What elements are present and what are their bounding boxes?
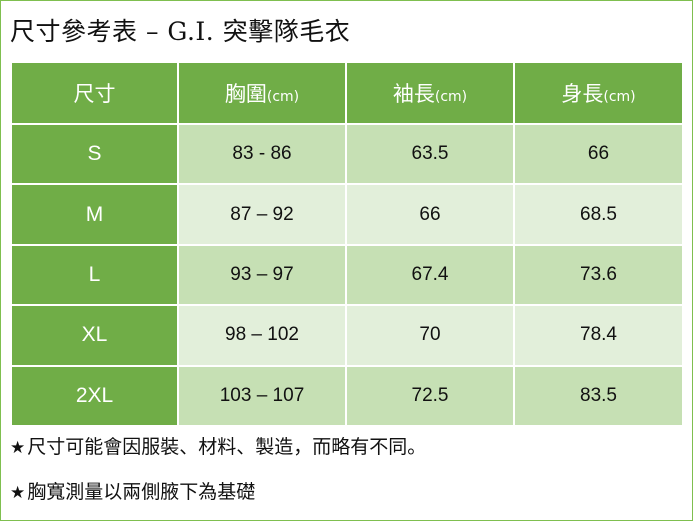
header-body-length: 身長(cm) bbox=[513, 61, 684, 125]
sleeve-cell: 66 bbox=[345, 183, 515, 246]
note-text: 胸寬測量以兩側腋下為基礎 bbox=[27, 481, 256, 503]
sleeve-cell: 67.4 bbox=[345, 243, 515, 307]
body-length-cell: 66 bbox=[513, 122, 684, 186]
chest-cell: 83 - 86 bbox=[177, 122, 347, 186]
header-unit: (cm) bbox=[603, 89, 636, 105]
table-header-row: 尺寸 胸圍(cm) 袖長(cm) 身長(cm) bbox=[10, 61, 684, 125]
header-chest: 胸圍(cm) bbox=[177, 61, 347, 125]
size-cell: M bbox=[10, 183, 179, 246]
header-unit: (cm) bbox=[266, 89, 300, 105]
table-row: L 93 – 97 67.4 73.6 bbox=[10, 243, 684, 307]
chest-cell: 103 – 107 bbox=[177, 364, 347, 428]
note-sizing-variance: ★ 尺寸可能會因服裝、材料、製造，而略有不同。 bbox=[10, 432, 426, 459]
size-cell: L bbox=[10, 243, 179, 307]
header-sleeve: 袖長(cm) bbox=[345, 61, 515, 125]
size-cell: S bbox=[10, 122, 179, 186]
body-length-cell: 78.4 bbox=[513, 304, 684, 367]
body-length-cell: 68.5 bbox=[513, 183, 684, 246]
header-label: 袖長 bbox=[392, 82, 435, 106]
chest-cell: 93 – 97 bbox=[177, 243, 347, 307]
sleeve-cell: 72.5 bbox=[345, 364, 515, 428]
body-length-cell: 73.6 bbox=[513, 243, 684, 307]
table-row: 2XL 103 – 107 72.5 83.5 bbox=[10, 364, 684, 428]
chest-cell: 98 – 102 bbox=[177, 304, 347, 367]
note-text: 尺寸可能會因服裝、材料、製造，而略有不同。 bbox=[27, 436, 427, 458]
header-label: 胸圍 bbox=[224, 82, 267, 106]
sleeve-cell: 70 bbox=[345, 304, 515, 367]
table-row: S 83 - 86 63.5 66 bbox=[10, 122, 684, 186]
sleeve-cell: 63.5 bbox=[345, 122, 515, 186]
chest-cell: 87 – 92 bbox=[177, 183, 347, 246]
header-size: 尺寸 bbox=[10, 61, 179, 125]
table-row: M 87 – 92 66 68.5 bbox=[10, 183, 684, 246]
star-icon: ★ bbox=[10, 483, 26, 503]
size-table: 尺寸 胸圍(cm) 袖長(cm) 身長(cm) S 83 - 86 63.5 6… bbox=[10, 61, 684, 428]
size-cell: XL bbox=[10, 304, 179, 367]
body-length-cell: 83.5 bbox=[513, 364, 684, 428]
header-label: 尺寸 bbox=[73, 82, 116, 106]
page-title: 尺寸參考表 – G.I. 突擊隊毛衣 bbox=[10, 17, 351, 46]
size-cell: 2XL bbox=[10, 364, 179, 428]
header-unit: (cm) bbox=[434, 89, 468, 105]
table-row: XL 98 – 102 70 78.4 bbox=[10, 304, 684, 367]
star-icon: ★ bbox=[10, 438, 26, 458]
header-label: 身長 bbox=[561, 82, 604, 106]
note-chest-measurement: ★ 胸寬測量以兩側腋下為基礎 bbox=[10, 477, 255, 504]
